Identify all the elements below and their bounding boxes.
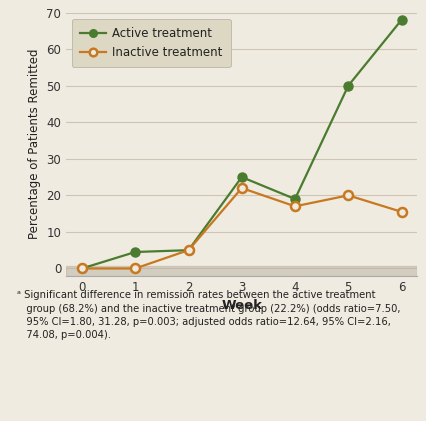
Text: ᵃ Significant difference in remission rates between the active treatment
   grou: ᵃ Significant difference in remission ra… bbox=[17, 290, 400, 340]
Bar bbox=[66, 266, 417, 276]
Legend: Active treatment, Inactive treatment: Active treatment, Inactive treatment bbox=[72, 19, 231, 67]
X-axis label: Week: Week bbox=[221, 299, 262, 312]
Y-axis label: Percentage of Patients Remitted: Percentage of Patients Remitted bbox=[28, 49, 41, 240]
